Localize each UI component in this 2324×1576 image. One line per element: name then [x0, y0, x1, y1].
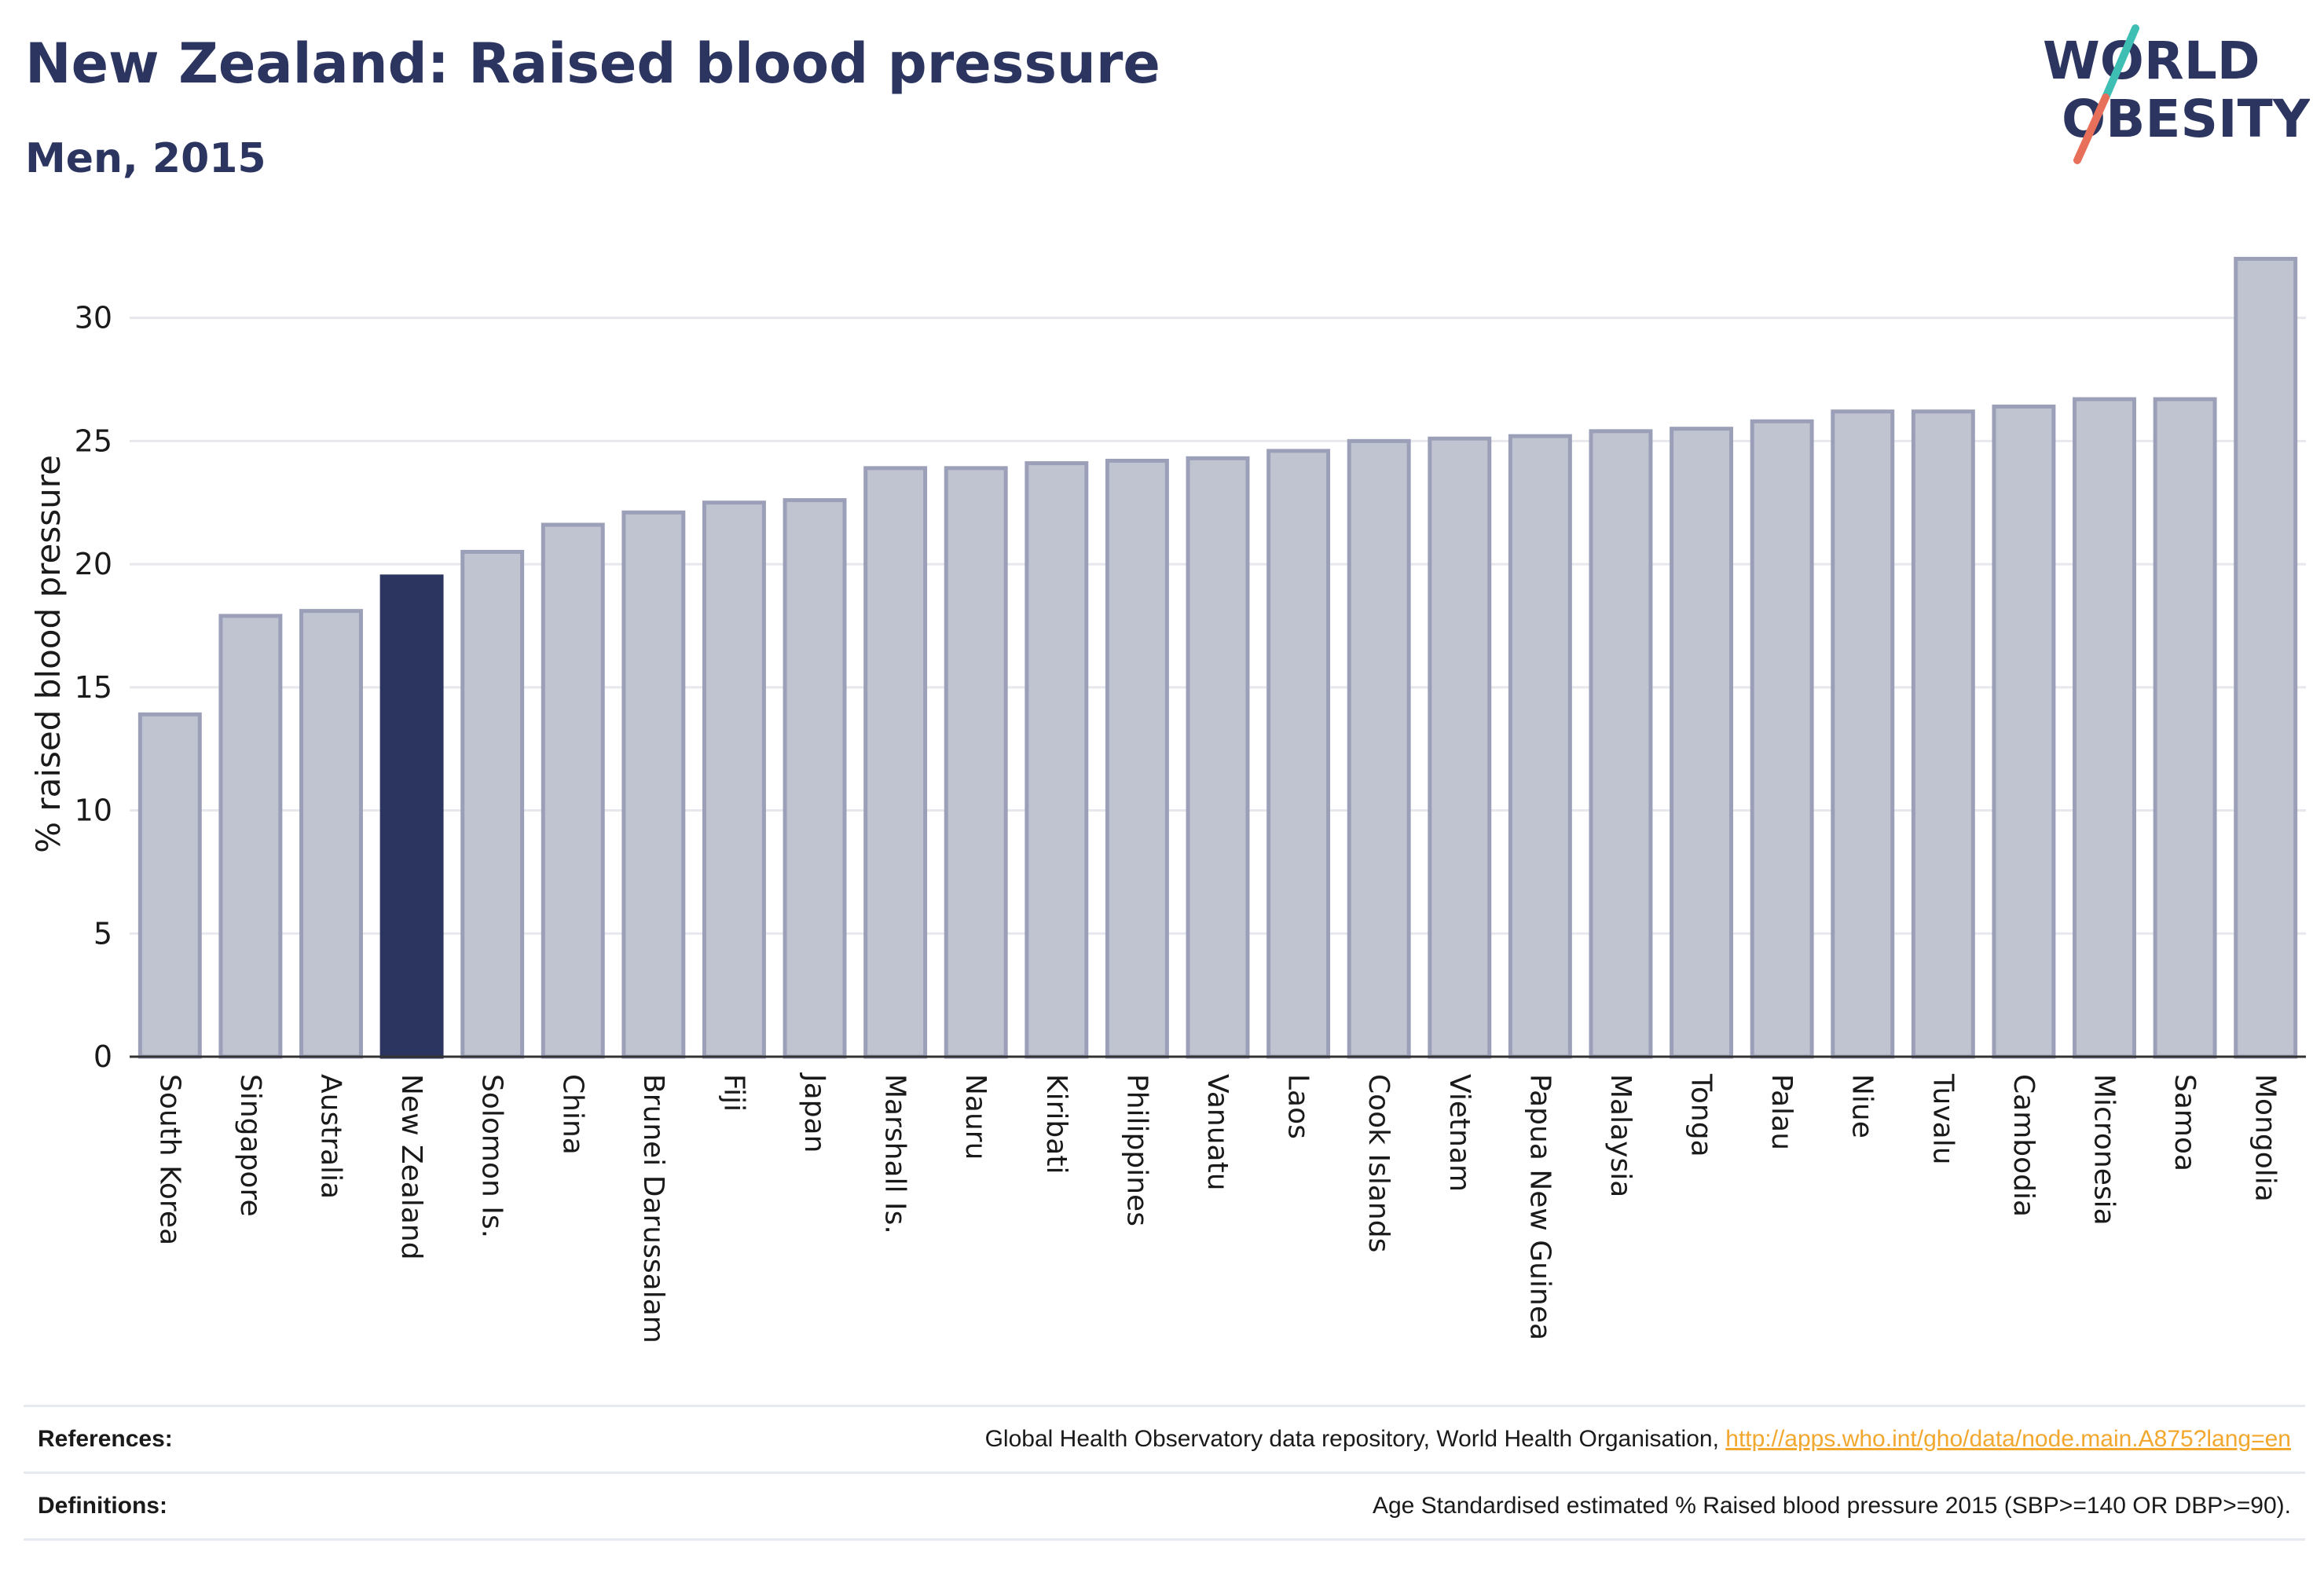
- x-tick-label: Micronesia: [2088, 1074, 2121, 1226]
- bar: [1831, 409, 1895, 1059]
- x-tick-label: Solomon Is.: [476, 1074, 508, 1238]
- y-tick-label: 0: [93, 1039, 112, 1074]
- bar: [863, 466, 928, 1059]
- x-tick-label: Vanuatu: [1201, 1074, 1233, 1191]
- y-tick-label: 15: [75, 670, 112, 705]
- x-tick-label: Niue: [1846, 1074, 1879, 1138]
- logo-slash-teal: [2102, 24, 2139, 101]
- bar: [1750, 419, 1814, 1059]
- y-tick-label: 10: [75, 793, 112, 828]
- y-axis-label: % raised blood pressure: [29, 455, 68, 853]
- references-text: Global Health Observatory data repositor…: [984, 1426, 1726, 1452]
- footer-table: References: Global Health Observatory da…: [24, 1405, 2305, 1541]
- bar: [1508, 434, 1572, 1059]
- bar: [1186, 456, 1250, 1059]
- x-tick-label: Malaysia: [1604, 1074, 1637, 1197]
- bar: [137, 712, 202, 1059]
- x-tick-label: Brunei Darussalam: [637, 1074, 669, 1343]
- x-tick-label: Samoa: [2168, 1074, 2201, 1171]
- y-tick-label: 20: [75, 547, 112, 581]
- x-tick-label: Tuvalu: [1926, 1073, 1959, 1165]
- x-tick-label: Vietnam: [1443, 1074, 1475, 1192]
- chart-subtitle: Men, 2015: [25, 135, 266, 182]
- x-tick-label: Palau: [1765, 1074, 1798, 1150]
- bar: [702, 500, 766, 1059]
- logo-text-world: WORLD: [2043, 31, 2260, 91]
- x-tick-label: South Korea: [153, 1074, 185, 1245]
- bar: [1105, 458, 1169, 1059]
- x-tick-label: Kiribati: [1040, 1074, 1072, 1174]
- references-label: References:: [38, 1426, 173, 1452]
- references-row: References: Global Health Observatory da…: [24, 1407, 2305, 1474]
- y-tick-label: 30: [75, 301, 112, 335]
- bar: [541, 522, 605, 1059]
- bar: [783, 498, 847, 1059]
- world-obesity-logo: WORLD OBESITY: [2043, 24, 2310, 164]
- definitions-text: Age Standardised estimated % Raised bloo…: [1372, 1493, 2291, 1519]
- x-tick-label: Nauru: [959, 1074, 992, 1160]
- x-tick-label: Australia: [314, 1074, 346, 1199]
- logo-slash-coral: [2073, 93, 2110, 164]
- definitions-label: Definitions:: [38, 1493, 167, 1519]
- chart-title: New Zealand: Raised blood pressure: [25, 31, 1160, 96]
- x-tick-label: China: [556, 1074, 588, 1155]
- x-tick-label: Singapore: [234, 1074, 266, 1217]
- bar: [218, 614, 283, 1059]
- bar: [1428, 436, 1492, 1059]
- bar: [2234, 256, 2298, 1059]
- y-tick-label: 5: [93, 916, 112, 951]
- bar: [2073, 397, 2136, 1059]
- bar: [1347, 438, 1411, 1059]
- bar: [944, 466, 1008, 1059]
- references-link[interactable]: http://apps.who.int/gho/data/node.main.A…: [1725, 1426, 2291, 1452]
- x-tick-label: Cambodia: [2007, 1074, 2040, 1217]
- x-tick-label: Marshall Is.: [879, 1074, 911, 1234]
- bar: [1670, 427, 1734, 1059]
- definitions-row: Definitions: Age Standardised estimated …: [24, 1474, 2305, 1541]
- y-tick-label: 25: [75, 423, 112, 458]
- bar: [1025, 461, 1089, 1059]
- bar: [299, 609, 363, 1059]
- x-tick-label: Papua New Guinea: [1523, 1074, 1556, 1340]
- bar: [1266, 449, 1331, 1059]
- references-value: Global Health Observatory data repositor…: [985, 1426, 2291, 1453]
- bar: [2153, 397, 2217, 1059]
- x-tick-label: Fiji: [717, 1074, 750, 1112]
- bar: [1589, 429, 1653, 1059]
- x-tick-label: Cook Islands: [1362, 1074, 1395, 1252]
- bar-chart: 0 5 10 15 20 25 30 % raised blood pressure South…: [29, 256, 2306, 1343]
- bar: [1911, 409, 1975, 1059]
- bar: [621, 510, 686, 1059]
- x-tick-label: Mongolia: [2249, 1074, 2282, 1202]
- x-tick-label: Tonga: [1685, 1073, 1717, 1157]
- bar: [1992, 404, 2056, 1059]
- bar-highlight: [379, 574, 444, 1059]
- x-tick-label: Laos: [1282, 1074, 1314, 1139]
- bar: [460, 549, 525, 1059]
- x-tick-label: Philippines: [1120, 1074, 1153, 1226]
- x-tick-label: Japan: [798, 1072, 830, 1153]
- x-tick-label: New Zealand: [395, 1074, 427, 1260]
